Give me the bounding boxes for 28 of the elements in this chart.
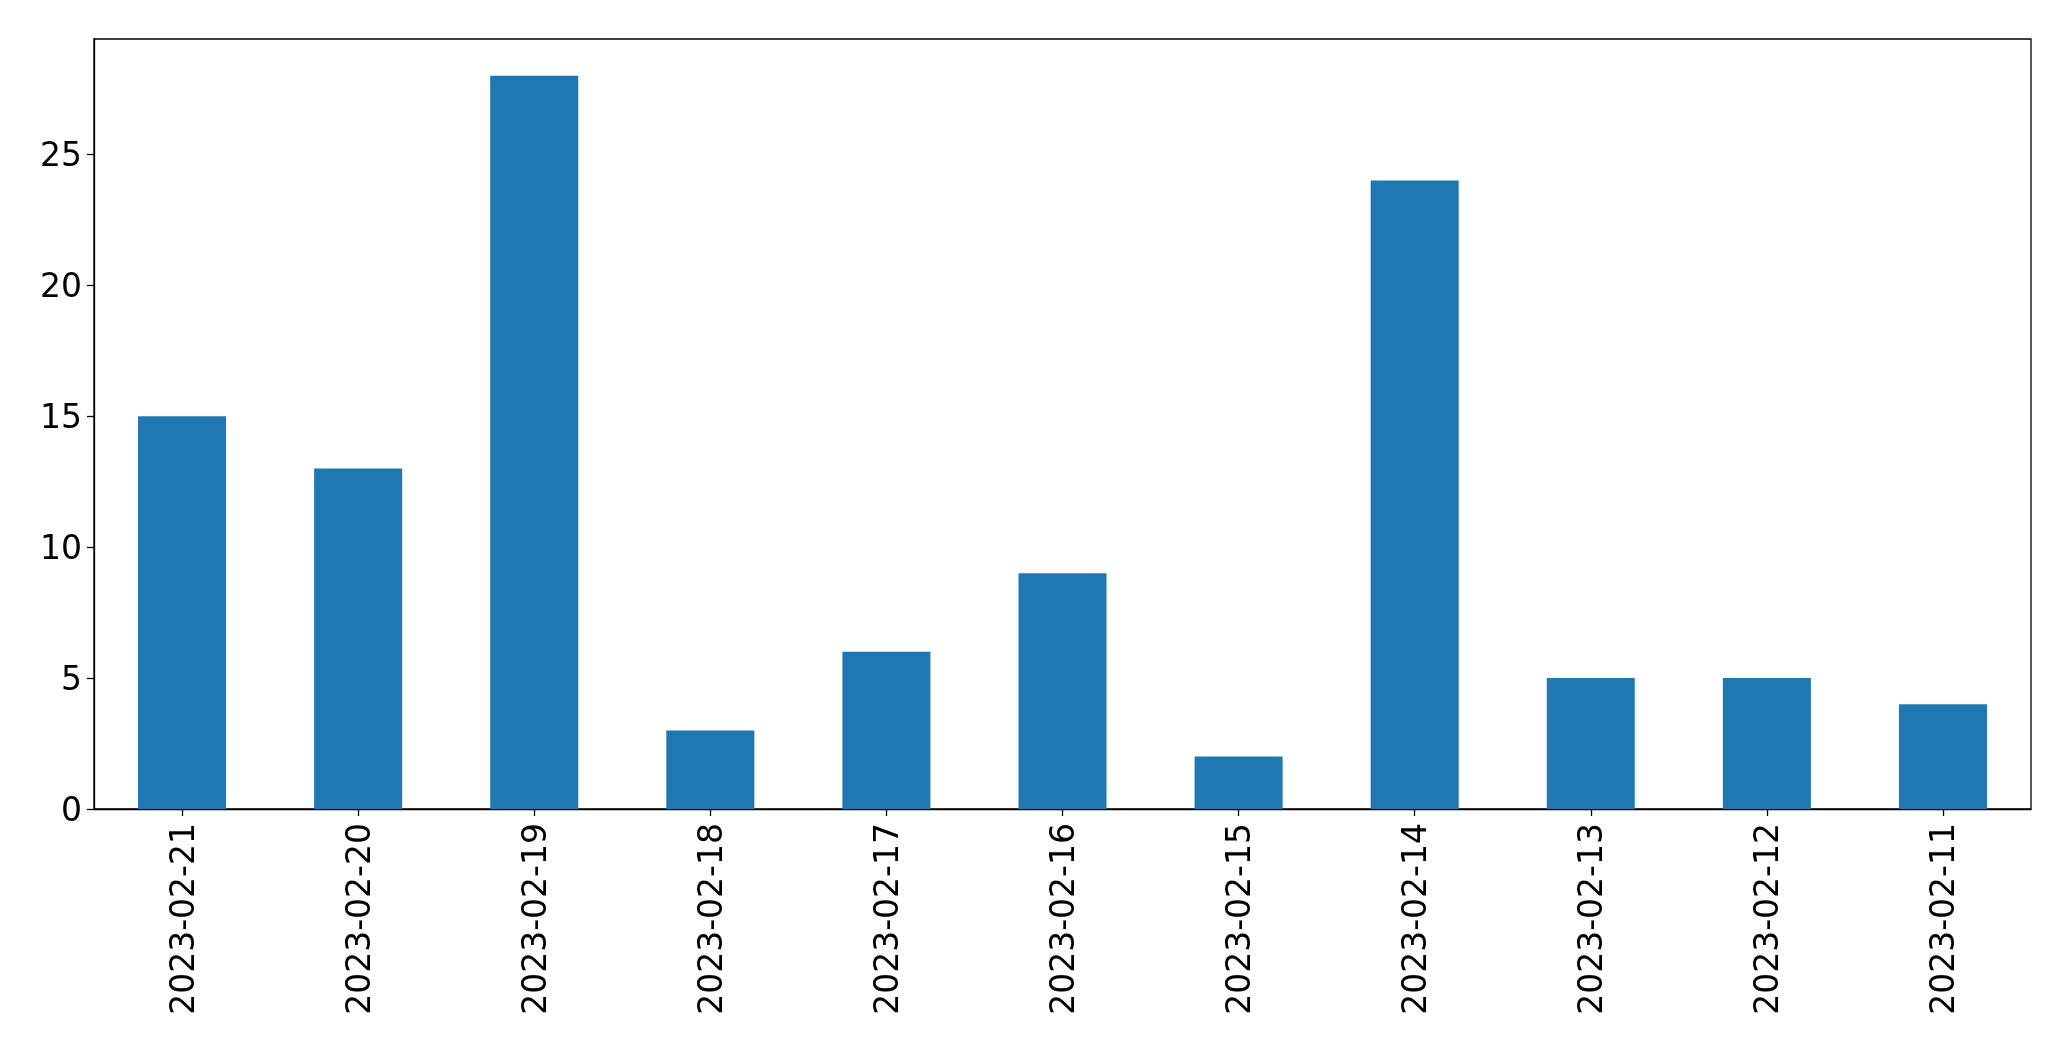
- bar: [490, 75, 579, 809]
- bar: [314, 468, 403, 809]
- y-tick-label: 0: [61, 789, 82, 829]
- y-tick-label: 25: [40, 134, 82, 174]
- x-tick-label: 2023-02-21: [162, 823, 202, 1015]
- bar: [666, 730, 755, 809]
- bar: [1370, 180, 1459, 809]
- x-tick-label: 2023-02-12: [1747, 823, 1787, 1015]
- y-tick-label: 15: [40, 396, 82, 436]
- x-tick-label: 2023-02-15: [1219, 823, 1259, 1015]
- x-tick-label: 2023-02-16: [1043, 823, 1082, 1015]
- y-tick-label: 20: [40, 265, 82, 305]
- x-tick-label: 2023-02-19: [514, 823, 554, 1015]
- y-tick-label: 5: [61, 658, 82, 698]
- bar: [1194, 756, 1283, 809]
- bar: [1898, 704, 1987, 809]
- x-tick-label: 2023-02-20: [338, 823, 378, 1015]
- x-tick-label: 2023-02-17: [866, 823, 906, 1015]
- x-tick-label: 2023-02-13: [1571, 823, 1611, 1015]
- bar: [842, 651, 931, 809]
- y-tick-label: 10: [40, 527, 82, 567]
- bar: [138, 416, 227, 809]
- bar: [1546, 678, 1635, 809]
- bar: [1018, 573, 1107, 809]
- x-tick-label: 2023-02-18: [690, 823, 730, 1015]
- x-tick-label: 2023-02-14: [1395, 823, 1435, 1015]
- x-tick-label: 2023-02-11: [1923, 823, 1963, 1015]
- bar: [1722, 678, 1811, 809]
